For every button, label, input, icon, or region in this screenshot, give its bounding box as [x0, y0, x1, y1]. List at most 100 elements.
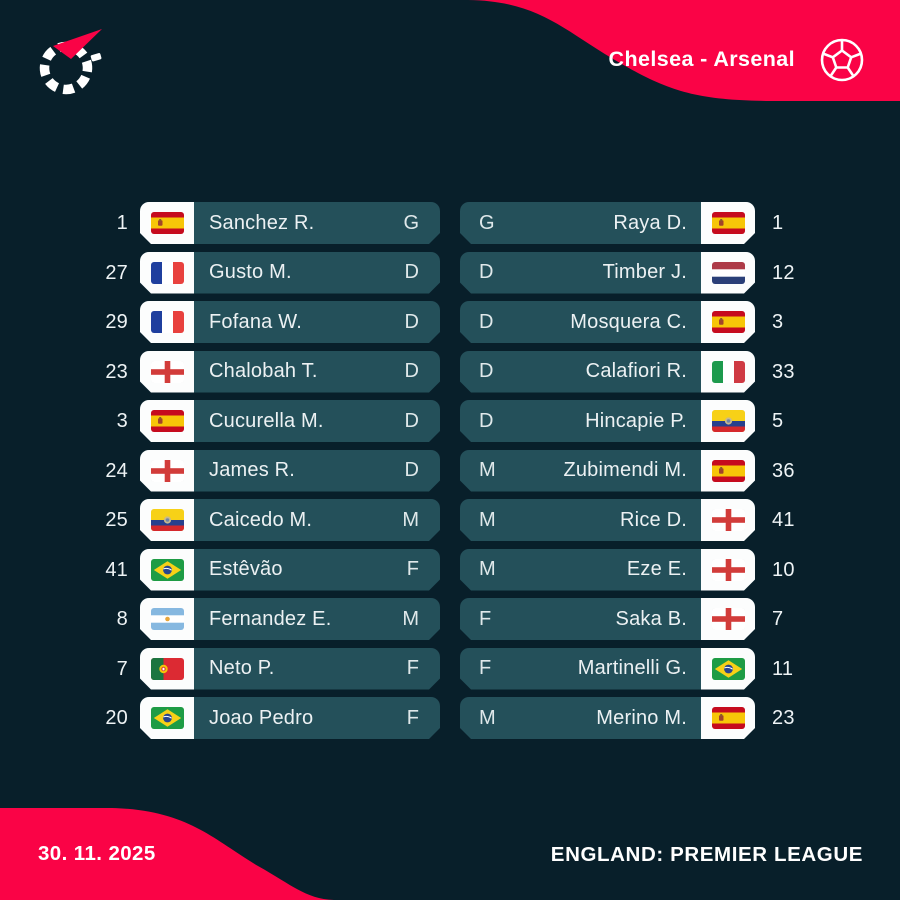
flag-panel [701, 648, 755, 690]
player-row: M Eze E. 10 [460, 549, 900, 591]
player-name: Joao Pedro [209, 706, 314, 729]
player-pill: M Eze E. [460, 549, 755, 591]
player-position: F [479, 657, 492, 679]
flag-panel [701, 351, 755, 393]
player-name: Raya D. [613, 211, 687, 234]
player-position: M [479, 508, 496, 531]
player-row: M Zubimendi M. 36 [460, 450, 900, 492]
player-number: 10 [772, 558, 795, 581]
player-position: D [479, 360, 494, 382]
player-position: D [479, 409, 494, 432]
ecuador-flag-icon [712, 410, 745, 432]
player-row: M Merino M. 23 [460, 697, 900, 739]
flag-panel [140, 499, 194, 541]
flag-panel [140, 648, 194, 690]
home-lineup: 1 Sanchez R. G 27 Gusto M. D 29 Fofana W. D 23 Cha… [0, 202, 440, 739]
player-position: F [406, 558, 419, 580]
brazil-flag-icon [151, 559, 184, 581]
player-row: M Rice D. 41 [460, 499, 900, 541]
player-row: 3 Cucurella M. D [0, 400, 440, 442]
player-name: Zubimendi M. [563, 459, 687, 481]
player-position: D [404, 360, 419, 382]
player-number: 12 [772, 261, 795, 284]
spain-flag-icon [712, 212, 745, 234]
player-pill: Joao Pedro F [140, 697, 440, 739]
away-lineup: G Raya D. 1 D Timber J. 12 D Mosquera C. 3 D Calaf… [460, 202, 900, 739]
player-number: 23 [105, 360, 128, 383]
player-pill: Gusto M. D [140, 252, 440, 294]
flashscore-logo-icon [34, 26, 112, 102]
player-number: 1 [116, 212, 128, 234]
player-pill: Chalobah T. D [140, 351, 440, 393]
flag-panel [701, 697, 755, 739]
player-number: 3 [116, 410, 128, 432]
flag-panel [140, 549, 194, 591]
player-pill: James R. D [140, 450, 440, 492]
player-row: 24 James R. D [0, 450, 440, 492]
player-name: Eze E. [626, 558, 687, 580]
netherlands-flag-icon [712, 262, 745, 284]
player-row: D Calafiori R. 33 [460, 351, 900, 393]
player-position: M [479, 459, 496, 481]
player-pill: M Merino M. [460, 697, 755, 739]
flag-panel [701, 400, 755, 442]
player-position: M [479, 558, 496, 580]
player-row: D Timber J. 12 [460, 252, 900, 294]
flag-panel [140, 450, 194, 492]
player-number: 8 [116, 608, 128, 630]
player-position: F [406, 706, 419, 729]
player-number: 27 [105, 261, 128, 284]
portugal-flag-icon [151, 658, 184, 680]
match-title: Chelsea - Arsenal [608, 47, 795, 71]
player-row: 25 Caicedo M. M [0, 499, 440, 541]
england-flag-icon [712, 608, 745, 630]
flag-panel [701, 301, 755, 343]
player-pill: Estêvão F [140, 549, 440, 591]
player-row: 27 Gusto M. D [0, 252, 440, 294]
player-name: Sanchez R. [209, 211, 315, 234]
flag-panel [140, 697, 194, 739]
player-number: 5 [772, 410, 784, 432]
player-name: James R. [209, 459, 296, 481]
player-name: Mosquera C. [570, 310, 687, 333]
match-date: 30. 11. 2025 [38, 842, 156, 865]
player-pill: G Raya D. [460, 202, 755, 244]
spain-flag-icon [151, 410, 184, 432]
player-pill: Sanchez R. G [140, 202, 440, 244]
flag-panel [701, 202, 755, 244]
player-row: 29 Fofana W. D [0, 301, 440, 343]
player-name: Saka B. [615, 607, 687, 630]
flag-panel [140, 400, 194, 442]
spain-flag-icon [712, 707, 745, 729]
player-pill: Neto P. F [140, 648, 440, 690]
player-row: G Raya D. 1 [460, 202, 900, 244]
player-number: 24 [105, 459, 128, 482]
player-position: M [479, 706, 496, 729]
player-pill: Fofana W. D [140, 301, 440, 343]
player-name: Fofana W. [209, 310, 302, 333]
player-row: 23 Chalobah T. D [0, 351, 440, 393]
spain-flag-icon [712, 311, 745, 333]
england-flag-icon [151, 460, 184, 482]
player-row: D Mosquera C. 3 [460, 301, 900, 343]
england-flag-icon [712, 509, 745, 531]
player-pill: M Rice D. [460, 499, 755, 541]
player-number: 33 [772, 360, 795, 383]
player-position: G [403, 211, 419, 234]
player-name: Fernandez E. [209, 607, 332, 630]
player-name: Merino M. [596, 706, 687, 729]
spain-flag-icon [712, 460, 745, 482]
player-name: Chalobah T. [209, 360, 318, 382]
player-name: Calafiori R. [585, 360, 687, 382]
player-row: F Martinelli G. 11 [460, 648, 900, 690]
flag-panel [701, 499, 755, 541]
player-position: D [479, 261, 494, 283]
player-number: 25 [105, 509, 128, 531]
player-position: D [404, 261, 419, 283]
player-row: 41 Estêvão F [0, 549, 440, 591]
player-number: 7 [772, 608, 784, 630]
player-pill: F Saka B. [460, 598, 755, 640]
france-flag-icon [151, 262, 184, 284]
competition-label: ENGLAND: PREMIER LEAGUE [550, 843, 863, 866]
